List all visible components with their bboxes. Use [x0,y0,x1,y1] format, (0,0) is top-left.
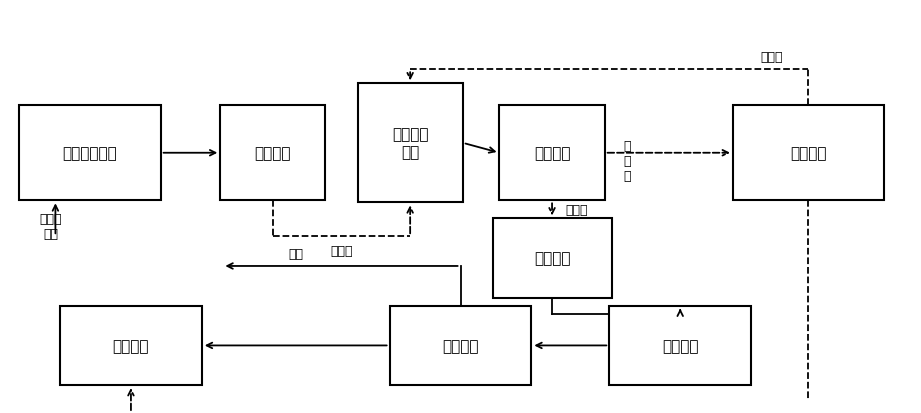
Text: 结晶单元: 结晶单元 [790,146,827,161]
Bar [733,106,884,201]
Text: 铁碳脱氯
单元: 铁碳脱氯 单元 [392,127,428,160]
Text: 氧化单元: 氧化单元 [534,251,570,266]
Text: 浓缩液: 浓缩液 [331,244,353,257]
Text: 絮凝单元: 絮凝单元 [662,338,698,353]
Text: 吸附单元: 吸附单元 [442,338,479,353]
Text: 浓缩液: 浓缩液 [565,203,589,216]
Bar [610,306,752,385]
Text: 超声脱氯单元: 超声脱氯单元 [63,146,117,161]
Text: 透
过
液: 透 过 液 [624,140,631,183]
Text: 有机氯
废水: 有机氯 废水 [40,213,62,241]
Bar [220,106,325,201]
Text: 透过液: 透过液 [761,51,783,64]
Bar [390,306,531,385]
Text: 一次超滤: 一次超滤 [254,146,291,161]
Bar [18,106,160,201]
Bar [60,306,202,385]
Text: 二次超滤: 二次超滤 [534,146,570,161]
Bar [499,106,605,201]
Text: 外排: 外排 [288,247,303,260]
Text: 焚烧单元: 焚烧单元 [112,338,149,353]
Bar [357,84,462,203]
Bar [493,219,612,298]
